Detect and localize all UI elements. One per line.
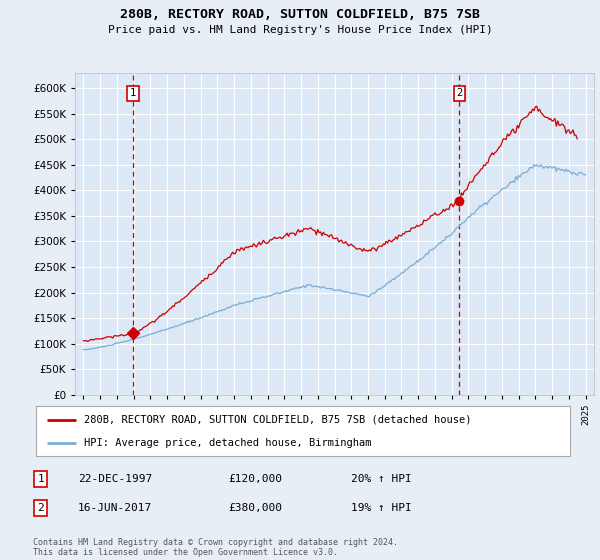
Text: 1: 1 — [130, 88, 136, 98]
Text: £380,000: £380,000 — [228, 503, 282, 513]
Text: 22-DEC-1997: 22-DEC-1997 — [78, 474, 152, 484]
Text: 2: 2 — [456, 88, 463, 98]
Text: £120,000: £120,000 — [228, 474, 282, 484]
Text: 16-JUN-2017: 16-JUN-2017 — [78, 503, 152, 513]
Text: 19% ↑ HPI: 19% ↑ HPI — [351, 503, 412, 513]
Text: 20% ↑ HPI: 20% ↑ HPI — [351, 474, 412, 484]
Text: 2: 2 — [37, 503, 44, 513]
Text: Price paid vs. HM Land Registry's House Price Index (HPI): Price paid vs. HM Land Registry's House … — [107, 25, 493, 35]
Text: 1: 1 — [37, 474, 44, 484]
Text: Contains HM Land Registry data © Crown copyright and database right 2024.
This d: Contains HM Land Registry data © Crown c… — [33, 538, 398, 557]
Text: HPI: Average price, detached house, Birmingham: HPI: Average price, detached house, Birm… — [84, 438, 371, 448]
Text: 280B, RECTORY ROAD, SUTTON COLDFIELD, B75 7SB: 280B, RECTORY ROAD, SUTTON COLDFIELD, B7… — [120, 8, 480, 21]
Text: 280B, RECTORY ROAD, SUTTON COLDFIELD, B75 7SB (detached house): 280B, RECTORY ROAD, SUTTON COLDFIELD, B7… — [84, 414, 472, 424]
